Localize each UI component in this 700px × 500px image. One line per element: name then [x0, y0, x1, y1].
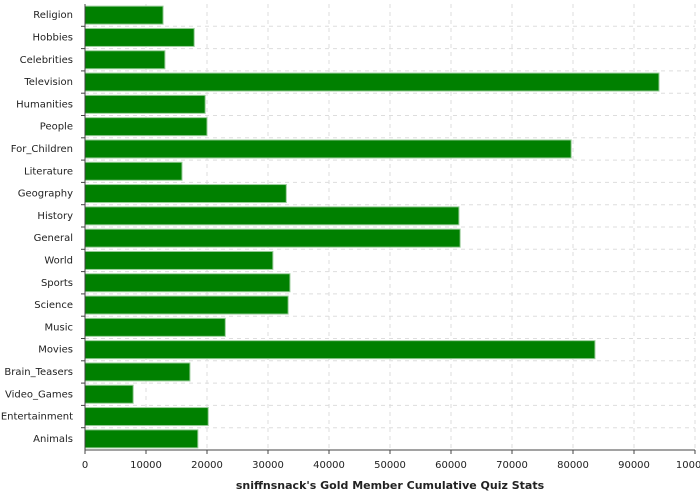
bar	[84, 5, 164, 25]
x-tick-label: 0	[82, 460, 88, 471]
y-tick-label: People	[40, 122, 73, 133]
y-tick-label: History	[37, 211, 73, 222]
x-tick-label: 50000	[374, 460, 406, 471]
bar	[84, 273, 291, 293]
bar	[84, 117, 208, 137]
y-tick-label: Animals	[33, 434, 73, 445]
bar	[84, 206, 460, 226]
y-tick-label: Literature	[24, 166, 73, 177]
x-tick-label: 80000	[557, 460, 589, 471]
y-tick-label: Movies	[38, 345, 73, 356]
y-tick-label: Brain_Teasers	[4, 367, 73, 378]
bar	[84, 407, 209, 427]
y-tick-label: Humanities	[16, 99, 73, 110]
y-tick-label: Religion	[33, 10, 73, 21]
y-tick-label: World	[44, 255, 73, 266]
x-tick-label: 60000	[435, 460, 467, 471]
bar	[84, 384, 134, 404]
x-tick-label: 90000	[618, 460, 650, 471]
bar	[84, 72, 660, 92]
bar	[84, 295, 289, 315]
x-tick-label: 10000	[130, 460, 162, 471]
x-tick-label: 100000	[676, 460, 700, 471]
bar	[84, 250, 274, 270]
y-tick-label: General	[34, 233, 73, 244]
chart-title: sniffnsnack's Gold Member Cumulative Qui…	[236, 479, 545, 492]
x-tick-label: 30000	[252, 460, 284, 471]
bar	[84, 317, 226, 337]
bar	[84, 340, 596, 360]
bar	[84, 362, 191, 382]
bar	[84, 429, 199, 449]
y-tick-label: Geography	[18, 189, 73, 200]
x-tick-label: 40000	[313, 460, 345, 471]
bar	[84, 139, 572, 159]
y-tick-label: Video_Games	[5, 389, 73, 400]
y-tick-label: Entertainment	[1, 412, 73, 423]
y-tick-label: For_Children	[11, 144, 73, 155]
y-tick-label: Science	[34, 300, 73, 311]
y-tick-label: Television	[23, 77, 73, 88]
y-tick-label: Celebrities	[20, 55, 73, 66]
bar	[84, 27, 195, 47]
bar	[84, 184, 287, 204]
y-tick-label: Hobbies	[33, 32, 73, 43]
bar	[84, 161, 183, 181]
bar	[84, 94, 206, 114]
bar	[84, 228, 461, 248]
y-tick-label: Sports	[41, 278, 73, 289]
x-tick-label: 70000	[496, 460, 528, 471]
x-tick-label: 20000	[191, 460, 223, 471]
y-tick-label: Music	[45, 322, 73, 333]
bar	[84, 50, 166, 70]
